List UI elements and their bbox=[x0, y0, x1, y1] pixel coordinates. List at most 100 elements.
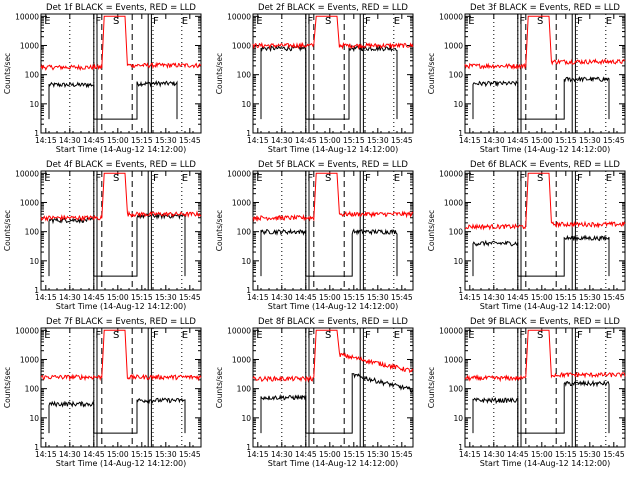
marker-label: S bbox=[325, 16, 331, 27]
x-tick-label: 15:30 bbox=[367, 136, 389, 145]
y-tick-label: 100 bbox=[449, 228, 464, 237]
series-lld-line bbox=[464, 15, 626, 70]
marker-label: F bbox=[577, 173, 583, 184]
x-axis-label: Start Time (14-Aug-12 14:12:00) bbox=[56, 145, 187, 154]
x-tick-label: 15:45 bbox=[391, 293, 413, 302]
marker-label: F bbox=[365, 173, 371, 184]
x-tick-label: 15:45 bbox=[391, 136, 413, 145]
x-tick-label: 15:15 bbox=[343, 450, 365, 459]
y-tick-label: 10000 bbox=[227, 326, 251, 335]
y-tick-label: 1 bbox=[34, 286, 39, 295]
x-tick-label: 15:45 bbox=[603, 293, 625, 302]
x-tick-label: 14:30 bbox=[271, 136, 293, 145]
y-tick-label: 1000 bbox=[232, 198, 251, 207]
y-tick-label: 1 bbox=[246, 129, 251, 138]
x-tick-label: 14:30 bbox=[59, 136, 81, 145]
x-tick-label: 15:00 bbox=[319, 293, 341, 302]
y-tick-label: 10000 bbox=[439, 169, 463, 178]
x-tick-label: 14:15 bbox=[247, 450, 269, 459]
marker-label: E bbox=[606, 173, 612, 184]
panel-title: Det 7f BLACK = Events, RED = LLD bbox=[46, 317, 196, 327]
y-tick-label: 10 bbox=[241, 414, 251, 423]
x-tick-label: 14:15 bbox=[35, 136, 57, 145]
x-tick-label: 14:30 bbox=[59, 450, 81, 459]
panel-title: Det 1f BLACK = Events, RED = LLD bbox=[46, 3, 196, 13]
y-tick-label: 1000 bbox=[20, 41, 39, 50]
x-tick-label: 14:15 bbox=[35, 450, 57, 459]
y-tick-label: 100 bbox=[25, 385, 40, 394]
marker-label: F bbox=[153, 16, 159, 27]
y-tick-label: 10000 bbox=[15, 169, 39, 178]
series-events-line bbox=[48, 397, 186, 434]
x-axis-label: Start Time (14-Aug-12 14:12:00) bbox=[480, 302, 611, 311]
series-lld-line bbox=[252, 172, 414, 223]
x-tick-label: 15:00 bbox=[107, 293, 129, 302]
marker-label: F bbox=[365, 16, 371, 27]
marker-label: E bbox=[468, 330, 474, 341]
y-axis-label: Counts/sec bbox=[427, 210, 436, 251]
marker-label: F bbox=[153, 173, 159, 184]
x-tick-label: 15:30 bbox=[579, 450, 601, 459]
plot-frame bbox=[252, 170, 414, 291]
x-tick-label: 15:15 bbox=[131, 136, 153, 145]
y-axis-label: Counts/sec bbox=[427, 53, 436, 94]
marker-label: E bbox=[468, 173, 474, 184]
x-tick-label: 15:45 bbox=[179, 450, 201, 459]
panel-title: Det 8f BLACK = Events, RED = LLD bbox=[258, 317, 408, 327]
marker-label: E bbox=[182, 330, 188, 341]
x-tick-label: 14:45 bbox=[83, 450, 105, 459]
x-tick-label: 14:15 bbox=[459, 136, 481, 145]
x-tick-label: 15:30 bbox=[367, 293, 389, 302]
x-tick-label: 15:00 bbox=[107, 136, 129, 145]
marker-label: F bbox=[95, 16, 101, 27]
y-tick-label: 1 bbox=[34, 443, 39, 452]
marker-label: F bbox=[307, 16, 313, 27]
marker-label: E bbox=[44, 16, 50, 27]
series-events-line bbox=[48, 212, 186, 277]
x-tick-label: 14:45 bbox=[295, 450, 317, 459]
y-tick-label: 100 bbox=[449, 385, 464, 394]
marker-label: S bbox=[325, 173, 331, 184]
y-tick-label: 100 bbox=[237, 385, 252, 394]
series-lld-line bbox=[40, 15, 202, 72]
marker-label: S bbox=[113, 16, 119, 27]
series-events-line bbox=[260, 227, 398, 277]
y-axis-label: Counts/sec bbox=[215, 367, 224, 408]
marker-label: F bbox=[519, 16, 525, 27]
marker-label: E bbox=[394, 173, 400, 184]
marker-label: E bbox=[256, 16, 262, 27]
x-tick-label: 15:15 bbox=[555, 450, 577, 459]
marker-label: E bbox=[44, 330, 50, 341]
x-axis-label: Start Time (14-Aug-12 14:12:00) bbox=[268, 145, 399, 154]
series-lld-line bbox=[252, 15, 414, 50]
marker-label: F bbox=[577, 330, 583, 341]
x-tick-label: 14:30 bbox=[483, 293, 505, 302]
y-tick-label: 10 bbox=[453, 414, 463, 423]
y-tick-label: 10 bbox=[453, 257, 463, 266]
x-tick-label: 14:15 bbox=[35, 293, 57, 302]
x-tick-label: 15:15 bbox=[131, 293, 153, 302]
y-tick-label: 10000 bbox=[227, 169, 251, 178]
plot-frame bbox=[40, 327, 202, 448]
x-tick-label: 15:00 bbox=[107, 450, 129, 459]
x-tick-label: 14:45 bbox=[83, 293, 105, 302]
x-axis-label: Start Time (14-Aug-12 14:12:00) bbox=[56, 302, 187, 311]
x-tick-label: 15:30 bbox=[367, 450, 389, 459]
plot-frame bbox=[252, 13, 414, 134]
x-tick-label: 15:00 bbox=[319, 136, 341, 145]
series-events-line bbox=[260, 372, 414, 434]
y-tick-label: 100 bbox=[25, 228, 40, 237]
series-lld-line bbox=[464, 329, 626, 383]
marker-label: F bbox=[519, 173, 525, 184]
x-tick-label: 14:45 bbox=[507, 450, 529, 459]
marker-label: F bbox=[307, 330, 313, 341]
marker-label: E bbox=[182, 173, 188, 184]
x-tick-label: 15:30 bbox=[155, 450, 177, 459]
y-tick-label: 1 bbox=[458, 443, 463, 452]
y-tick-label: 1 bbox=[34, 129, 39, 138]
marker-label: S bbox=[113, 330, 119, 341]
